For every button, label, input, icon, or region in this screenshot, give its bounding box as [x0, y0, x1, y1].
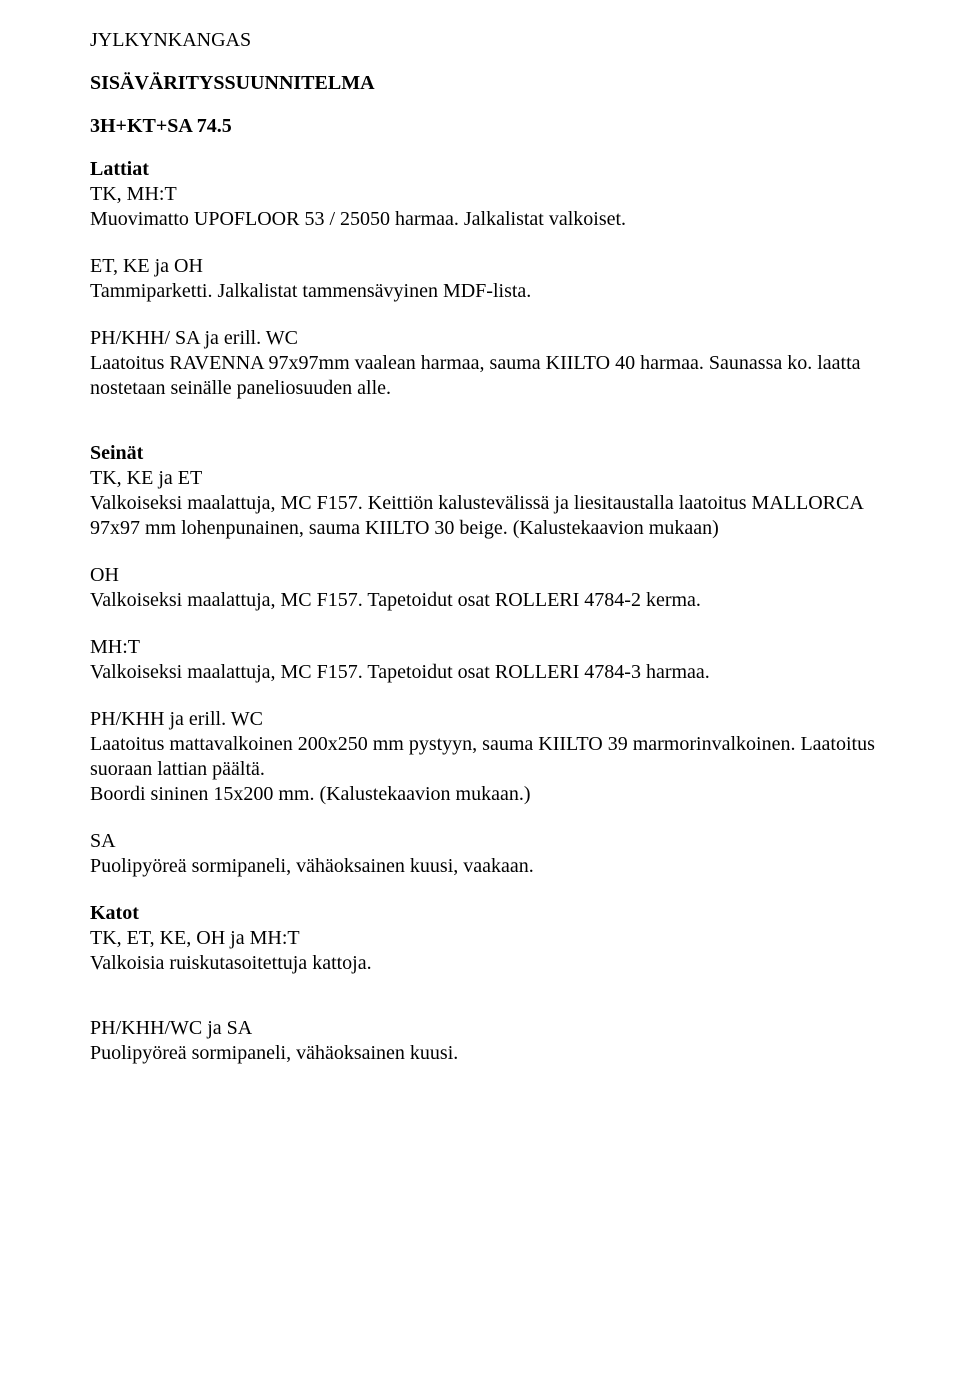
doc-subtitle: 3H+KT+SA 74.5 [90, 114, 890, 139]
seinat-text-1: Valkoiseksi maalattuja, MC F157. Tapetoi… [90, 588, 890, 613]
seinat-heading: Seinät [90, 441, 890, 466]
katot-item-0: TK, ET, KE, OH ja MH:T Valkoisia ruiskut… [90, 926, 890, 976]
seinat-item-3: PH/KHH ja erill. WC Laatoitus mattavalko… [90, 707, 890, 807]
doc-title: SISÄVÄRITYSSUUNNITELMA [90, 71, 890, 96]
katot-text-0: Valkoisia ruiskutasoitettuja kattoja. [90, 951, 890, 976]
seinat-text-0: Valkoiseksi maalattuja, MC F157. Keittiö… [90, 491, 890, 541]
seinat-text-3b: Boordi sininen 15x200 mm. (Kalustekaavio… [90, 782, 890, 807]
seinat-item-2: MH:T Valkoiseksi maalattuja, MC F157. Ta… [90, 635, 890, 685]
katot-label-1: PH/KHH/WC ja SA [90, 1016, 890, 1041]
seinat-label-1: OH [90, 563, 890, 588]
lattiat-item-0: TK, MH:T Muovimatto UPOFLOOR 53 / 25050 … [90, 182, 890, 232]
seinat-text-3: Laatoitus mattavalkoinen 200x250 mm pyst… [90, 732, 890, 782]
lattiat-heading: Lattiat [90, 157, 890, 182]
lattiat-label-0: TK, MH:T [90, 182, 890, 207]
katot-item-1: PH/KHH/WC ja SA Puolipyöreä sormipaneli,… [90, 1016, 890, 1066]
project-name: JYLKYNKANGAS [90, 28, 890, 53]
seinat-text-2: Valkoiseksi maalattuja, MC F157. Tapetoi… [90, 660, 890, 685]
seinat-label-3: PH/KHH ja erill. WC [90, 707, 890, 732]
lattiat-item-2: PH/KHH/ SA ja erill. WC Laatoitus RAVENN… [90, 326, 890, 401]
seinat-item-1: OH Valkoiseksi maalattuja, MC F157. Tape… [90, 563, 890, 613]
lattiat-text-2: Laatoitus RAVENNA 97x97mm vaalean harmaa… [90, 351, 890, 401]
seinat-label-4: SA [90, 829, 890, 854]
seinat-item-4: SA Puolipyöreä sormipaneli, vähäoksainen… [90, 829, 890, 879]
seinat-label-0: TK, KE ja ET [90, 466, 890, 491]
lattiat-text-1: Tammiparketti. Jalkalistat tammensävyine… [90, 279, 890, 304]
seinat-item-0: TK, KE ja ET Valkoiseksi maalattuja, MC … [90, 466, 890, 541]
seinat-label-2: MH:T [90, 635, 890, 660]
lattiat-label-2: PH/KHH/ SA ja erill. WC [90, 326, 890, 351]
katot-heading: Katot [90, 901, 890, 926]
lattiat-text-0: Muovimatto UPOFLOOR 53 / 25050 harmaa. J… [90, 207, 890, 232]
lattiat-label-1: ET, KE ja OH [90, 254, 890, 279]
katot-label-0: TK, ET, KE, OH ja MH:T [90, 926, 890, 951]
lattiat-item-1: ET, KE ja OH Tammiparketti. Jalkalistat … [90, 254, 890, 304]
katot-text-1: Puolipyöreä sormipaneli, vähäoksainen ku… [90, 1041, 890, 1066]
seinat-text-4: Puolipyöreä sormipaneli, vähäoksainen ku… [90, 854, 890, 879]
